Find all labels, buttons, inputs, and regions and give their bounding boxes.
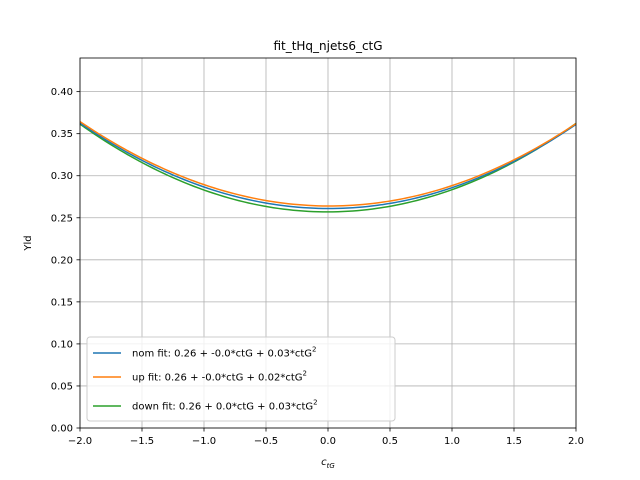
chart-title: fit_tHq_njets6_ctG [273,39,382,53]
series-line-1 [79,120,577,207]
legend-label-text: down fit: 0.26 + 0.0*ctG + 0.03*ctG [132,402,313,413]
x-tick-label: 0.0 [320,436,336,447]
legend-label-2: down fit: 0.26 + 0.0*ctG + 0.03*ctG2 [132,399,318,413]
legend-box [86,336,396,422]
y-tick-label: 0.15 [51,297,73,308]
y-axis-label: Yld [23,235,34,251]
x-tick-label: −1.0 [192,436,216,447]
y-tick-label: 0.05 [51,381,73,392]
series-lines [79,120,577,213]
y-tick-label: 0.00 [51,424,73,435]
legend-label-text: up fit: 0.26 + -0.0*ctG + 0.02*ctG [132,373,302,384]
legend-label-superscript: 2 [312,346,316,354]
y-tick-label: 0.20 [51,255,73,266]
legend-label-1: up fit: 0.26 + -0.0*ctG + 0.02*ctG2 [132,370,307,384]
x-tick-label: 2.0 [568,436,584,447]
legend-label-0: nom fit: 0.26 + -0.0*ctG + 0.03*ctG2 [132,346,316,360]
x-tick-label: −1.5 [130,436,154,447]
legend-label-text: nom fit: 0.26 + -0.0*ctG + 0.03*ctG [132,349,312,360]
legend-label-superscript: 2 [302,370,306,378]
series-line-2 [79,122,577,213]
x-tick-label: −0.5 [254,436,278,447]
legend-label-superscript: 2 [313,399,317,407]
y-tick-label: 0.10 [51,339,73,350]
x-tick-label: −2.0 [68,436,92,447]
x-tick-label: 1.5 [506,436,522,447]
x-axis-label: ctG [321,457,335,470]
y-tick-label: 0.40 [51,87,73,98]
y-tick-label: 0.25 [51,213,73,224]
axis-ticks: −2.0 −1.5 −1.0 −0.5 0.0 0.5 1.0 1.5 2.0 0.00 0.05 0… [51,87,584,447]
series-line-0 [79,122,577,210]
x-axis-label-subscript: tG [327,462,336,470]
x-axis-label-main: c [321,457,327,468]
x-tick-label: 0.5 [382,436,398,447]
y-tick-label: 0.35 [51,129,73,140]
y-tick-label: 0.30 [51,171,73,182]
x-tick-label: 1.0 [444,436,460,447]
